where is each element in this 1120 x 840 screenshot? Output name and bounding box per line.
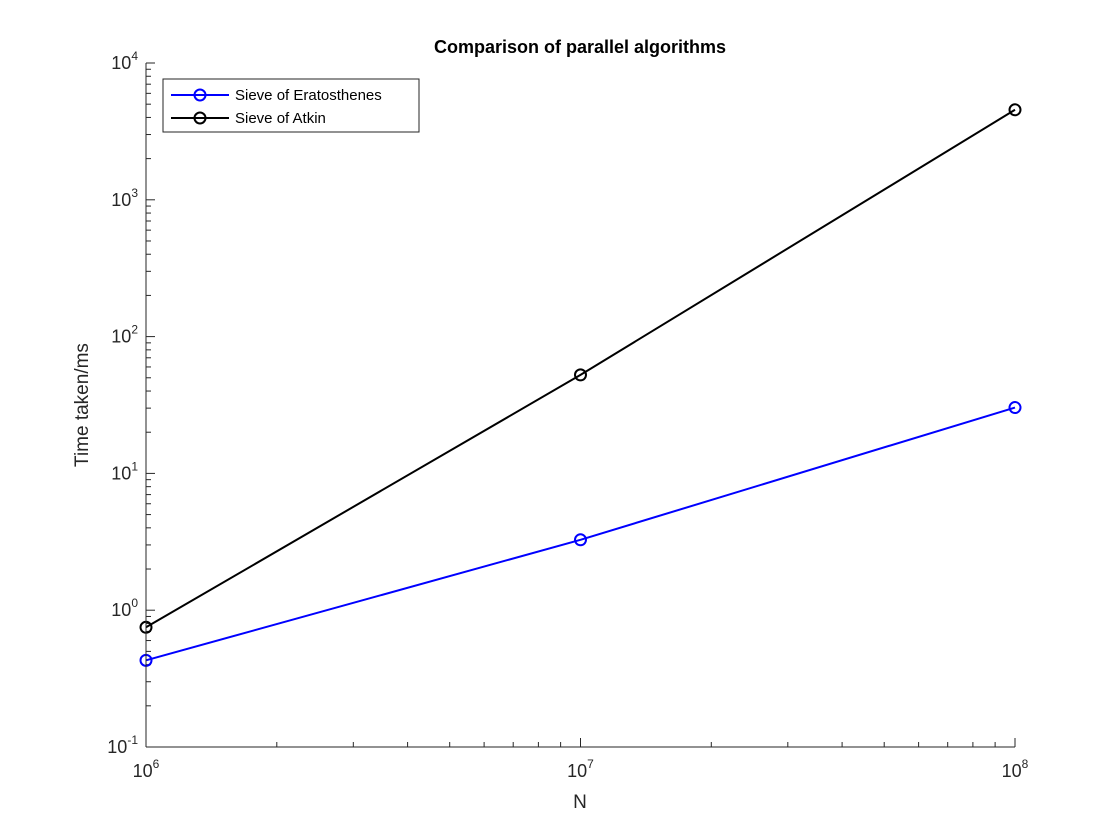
x-tick-label-base: 10 [1002, 761, 1022, 781]
data-point [574, 533, 587, 547]
y-tick-label-exponent: 4 [131, 49, 138, 63]
y-tick-label-exponent: -1 [127, 733, 138, 747]
y-tick-label-exponent: 1 [131, 459, 138, 473]
y-tick-label-base: 10 [111, 327, 131, 347]
plot-area [146, 63, 1015, 747]
y-tick-label: 10-1 [107, 733, 138, 757]
legend-marker [193, 111, 207, 125]
y-tick-label-exponent: 3 [131, 186, 138, 200]
legend-marker [193, 88, 207, 102]
legend-label: Sieve of Atkin [235, 110, 326, 127]
legend: Sieve of Eratosthenes Sieve of Atkin [162, 78, 420, 133]
x-tick-label-exponent: 6 [153, 757, 160, 771]
y-tick-label-base: 10 [107, 737, 127, 757]
legend-item: Sieve of Eratosthenes [171, 87, 382, 104]
series-line [145, 108, 1016, 629]
x-tick-label-base: 10 [567, 761, 587, 781]
data-point [1008, 103, 1022, 117]
legend-item: Sieve of Atkin [171, 110, 326, 127]
y-tick-label-base: 10 [111, 190, 131, 210]
y-tick-label: 102 [111, 323, 138, 347]
data-point [1008, 401, 1022, 415]
x-axis-label: N [573, 792, 587, 813]
y-tick-label-exponent: 2 [131, 323, 138, 337]
x-tick-label: 107 [567, 757, 594, 781]
y-tick-label-exponent: 0 [131, 596, 138, 610]
series-layer [139, 103, 1022, 667]
series-line [145, 406, 1016, 662]
y-tick-label: 104 [111, 49, 138, 73]
x-tick-label-exponent: 8 [1022, 757, 1029, 771]
data-point [574, 368, 587, 382]
chart-title: Comparison of parallel algorithms [434, 37, 726, 57]
y-tick-label-base: 10 [111, 53, 131, 73]
y-tick-label-base: 10 [111, 600, 131, 620]
y-tick-label: 100 [111, 596, 138, 620]
y-tick-label-base: 10 [111, 463, 131, 483]
y-tick-label: 103 [111, 186, 138, 210]
x-tick-label: 108 [1002, 757, 1029, 781]
x-tick-label-base: 10 [133, 761, 153, 781]
x-tick-label: 106 [133, 757, 160, 781]
y-axis-label: Time taken/ms [72, 343, 93, 467]
legend-label: Sieve of Eratosthenes [235, 87, 382, 104]
y-tick-label: 101 [111, 459, 138, 483]
axes-frame [145, 63, 1015, 748]
x-tick-label-exponent: 7 [587, 757, 594, 771]
legend-box [162, 78, 420, 133]
